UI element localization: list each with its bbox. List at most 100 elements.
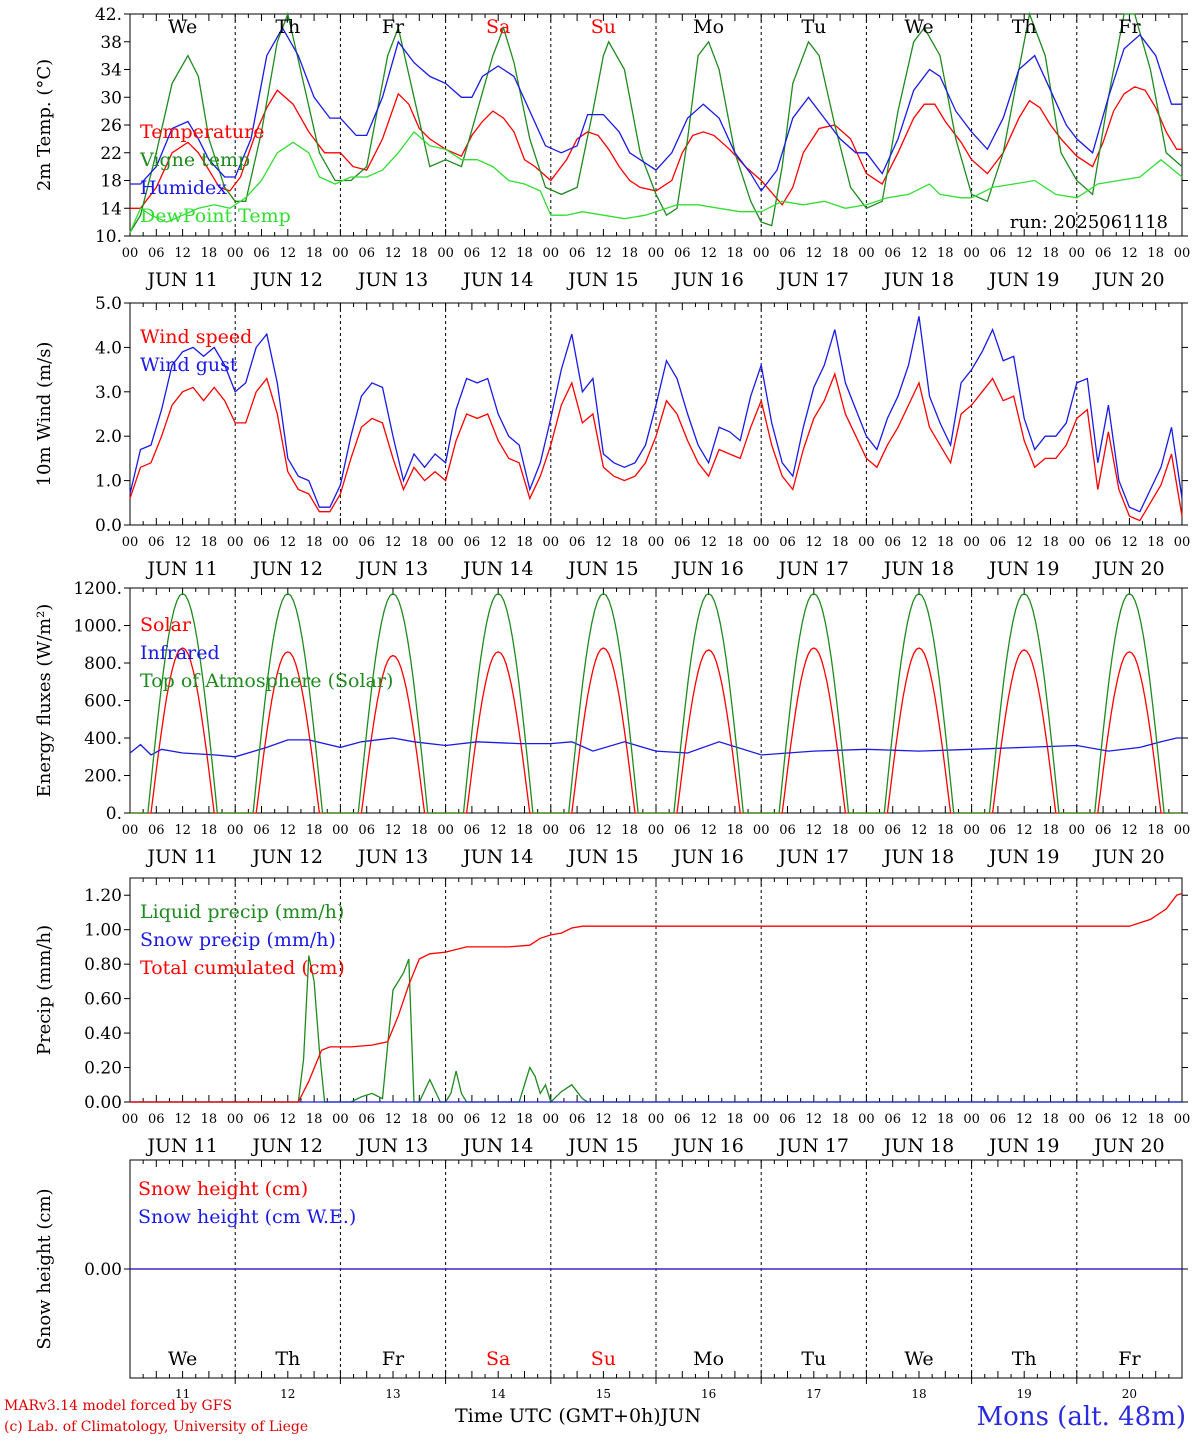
weekday-label: We: [904, 1348, 933, 1370]
weekday-label: We: [168, 16, 197, 38]
x-day-label: JUN 18: [882, 269, 954, 291]
x-hour-label: 18: [727, 1112, 744, 1127]
x-hour-label: 06: [148, 535, 165, 550]
y-tick-label: 5.0: [95, 294, 122, 314]
x-hour-label: 06: [674, 535, 691, 550]
x-hour-label: 12: [806, 823, 823, 838]
x-hour-label: 18: [516, 1112, 533, 1127]
x-hour-label: 06: [674, 246, 691, 261]
x-hour-label: 12: [1121, 823, 1138, 838]
x-hour-label: 12: [1016, 1112, 1033, 1127]
x-hour-label: 12: [490, 535, 507, 550]
x-hour-label: 06: [884, 535, 901, 550]
x-hour-label: 18: [621, 535, 638, 550]
x-day-label: JUN 15: [566, 1135, 638, 1157]
y-axis-label: Precip (mm/h): [34, 925, 55, 1055]
x-hour-label: 00: [122, 823, 139, 838]
y-tick-label: 30: [100, 88, 122, 108]
y-tick-label: 0.40: [84, 1024, 122, 1044]
y-tick-label: 1.20: [84, 886, 122, 906]
x-hour-label: 06: [569, 246, 586, 261]
x-day-label: JUN 19: [987, 269, 1059, 291]
x-hour-label: 00: [858, 1112, 875, 1127]
y-tick-label: 0.60: [84, 990, 122, 1010]
x-hour-label: 00: [122, 1112, 139, 1127]
x-day-label: JUN 19: [987, 846, 1059, 868]
x-day-label: JUN 18: [882, 558, 954, 580]
x-day-label: JUN 12: [251, 269, 323, 291]
x-hour-label: 06: [148, 823, 165, 838]
legend-entry: Total cumulated (cm): [140, 957, 345, 979]
x-day-label: JUN 17: [777, 558, 849, 580]
x-hour-label: 18: [727, 823, 744, 838]
x-day-label: JUN 16: [671, 558, 743, 580]
x-hour-label: 12: [174, 823, 191, 838]
x-day-label: JUN 15: [566, 846, 638, 868]
legend-entry: Wind speed: [140, 326, 252, 348]
legend-entry: Snow height (cm): [138, 1178, 308, 1200]
x-hour-label: 12: [174, 1112, 191, 1127]
x-hour-label: 18: [937, 823, 954, 838]
x-hour-label: 12: [174, 246, 191, 261]
x-hour-label: 00: [858, 246, 875, 261]
legend-entry: Humidex: [140, 177, 227, 199]
x-hour-label: 00: [332, 823, 349, 838]
x-day-label: JUN 14: [461, 1135, 533, 1157]
y-tick-label: 42.: [95, 5, 122, 25]
x-hour-label: 00: [227, 823, 244, 838]
x-day-label: JUN 17: [777, 846, 849, 868]
weekday-label: Mo: [693, 16, 724, 38]
x-hour-label: 18: [1147, 535, 1164, 550]
x-hour-label: 12: [911, 823, 928, 838]
y-tick-label: 1.00: [84, 921, 122, 941]
x-hour-label: 18: [201, 246, 218, 261]
x-hour-label: 12: [385, 535, 402, 550]
x-hour-label: 12: [490, 1112, 507, 1127]
x-hour-label: 06: [779, 1112, 796, 1127]
x-hour-label: 12: [806, 1112, 823, 1127]
x-hour-label: 06: [1095, 535, 1112, 550]
legend-entry: Vigne temp: [139, 149, 250, 171]
x-hour-label: 12: [595, 823, 612, 838]
x-day-label: JUN 20: [1092, 846, 1164, 868]
x-hour-label: 06: [674, 1112, 691, 1127]
x-hour-label: 06: [779, 246, 796, 261]
x-hour-label: 06: [253, 823, 270, 838]
x-hour-label: 06: [253, 535, 270, 550]
series-line-wind-speed: [129, 371, 1183, 522]
x-day-label: JUN 15: [566, 269, 638, 291]
y-tick-label: 400.: [84, 729, 122, 749]
x-hour-label: 00: [753, 535, 770, 550]
x-day-label: JUN 20: [1092, 269, 1164, 291]
series-line-total-cumulated-cm-: [130, 892, 1183, 1103]
weekday-label: Th: [1012, 1348, 1037, 1370]
x-day-label: JUN 20: [1092, 1135, 1164, 1157]
series-line-temperature: [130, 86, 1182, 209]
x-hour-label: 00: [963, 823, 980, 838]
x-hour-label: 18: [727, 246, 744, 261]
x-hour-label: 18: [1042, 1112, 1059, 1127]
x-hour-label: 06: [569, 535, 586, 550]
x-day-label: JUN 15: [566, 558, 638, 580]
x-hour-label: 00: [648, 246, 665, 261]
x-hour-label: 00: [1069, 1112, 1086, 1127]
x-day-number: 16: [701, 1387, 716, 1401]
x-day-label: JUN 13: [356, 558, 428, 580]
x-hour-label: 06: [990, 246, 1007, 261]
x-hour-label: 00: [963, 1112, 980, 1127]
x-hour-label: 00: [437, 1112, 454, 1127]
x-hour-label: 06: [884, 246, 901, 261]
y-tick-label: 34: [100, 61, 122, 81]
y-axis-label: Energy fluxes (W/m²): [34, 604, 55, 798]
x-hour-label: 18: [1147, 823, 1164, 838]
x-hour-label: 18: [1147, 1112, 1164, 1127]
x-day-label: JUN 17: [777, 1135, 849, 1157]
x-hour-label: 00: [227, 246, 244, 261]
weekday-label: Th: [275, 16, 300, 38]
legend-entry: DewPoint Temp: [140, 205, 291, 227]
x-hour-label: 12: [1016, 535, 1033, 550]
x-hour-label: 12: [174, 535, 191, 550]
y-tick-label: 0.0: [95, 516, 122, 536]
x-hour-label: 18: [727, 535, 744, 550]
x-hour-label: 06: [569, 823, 586, 838]
